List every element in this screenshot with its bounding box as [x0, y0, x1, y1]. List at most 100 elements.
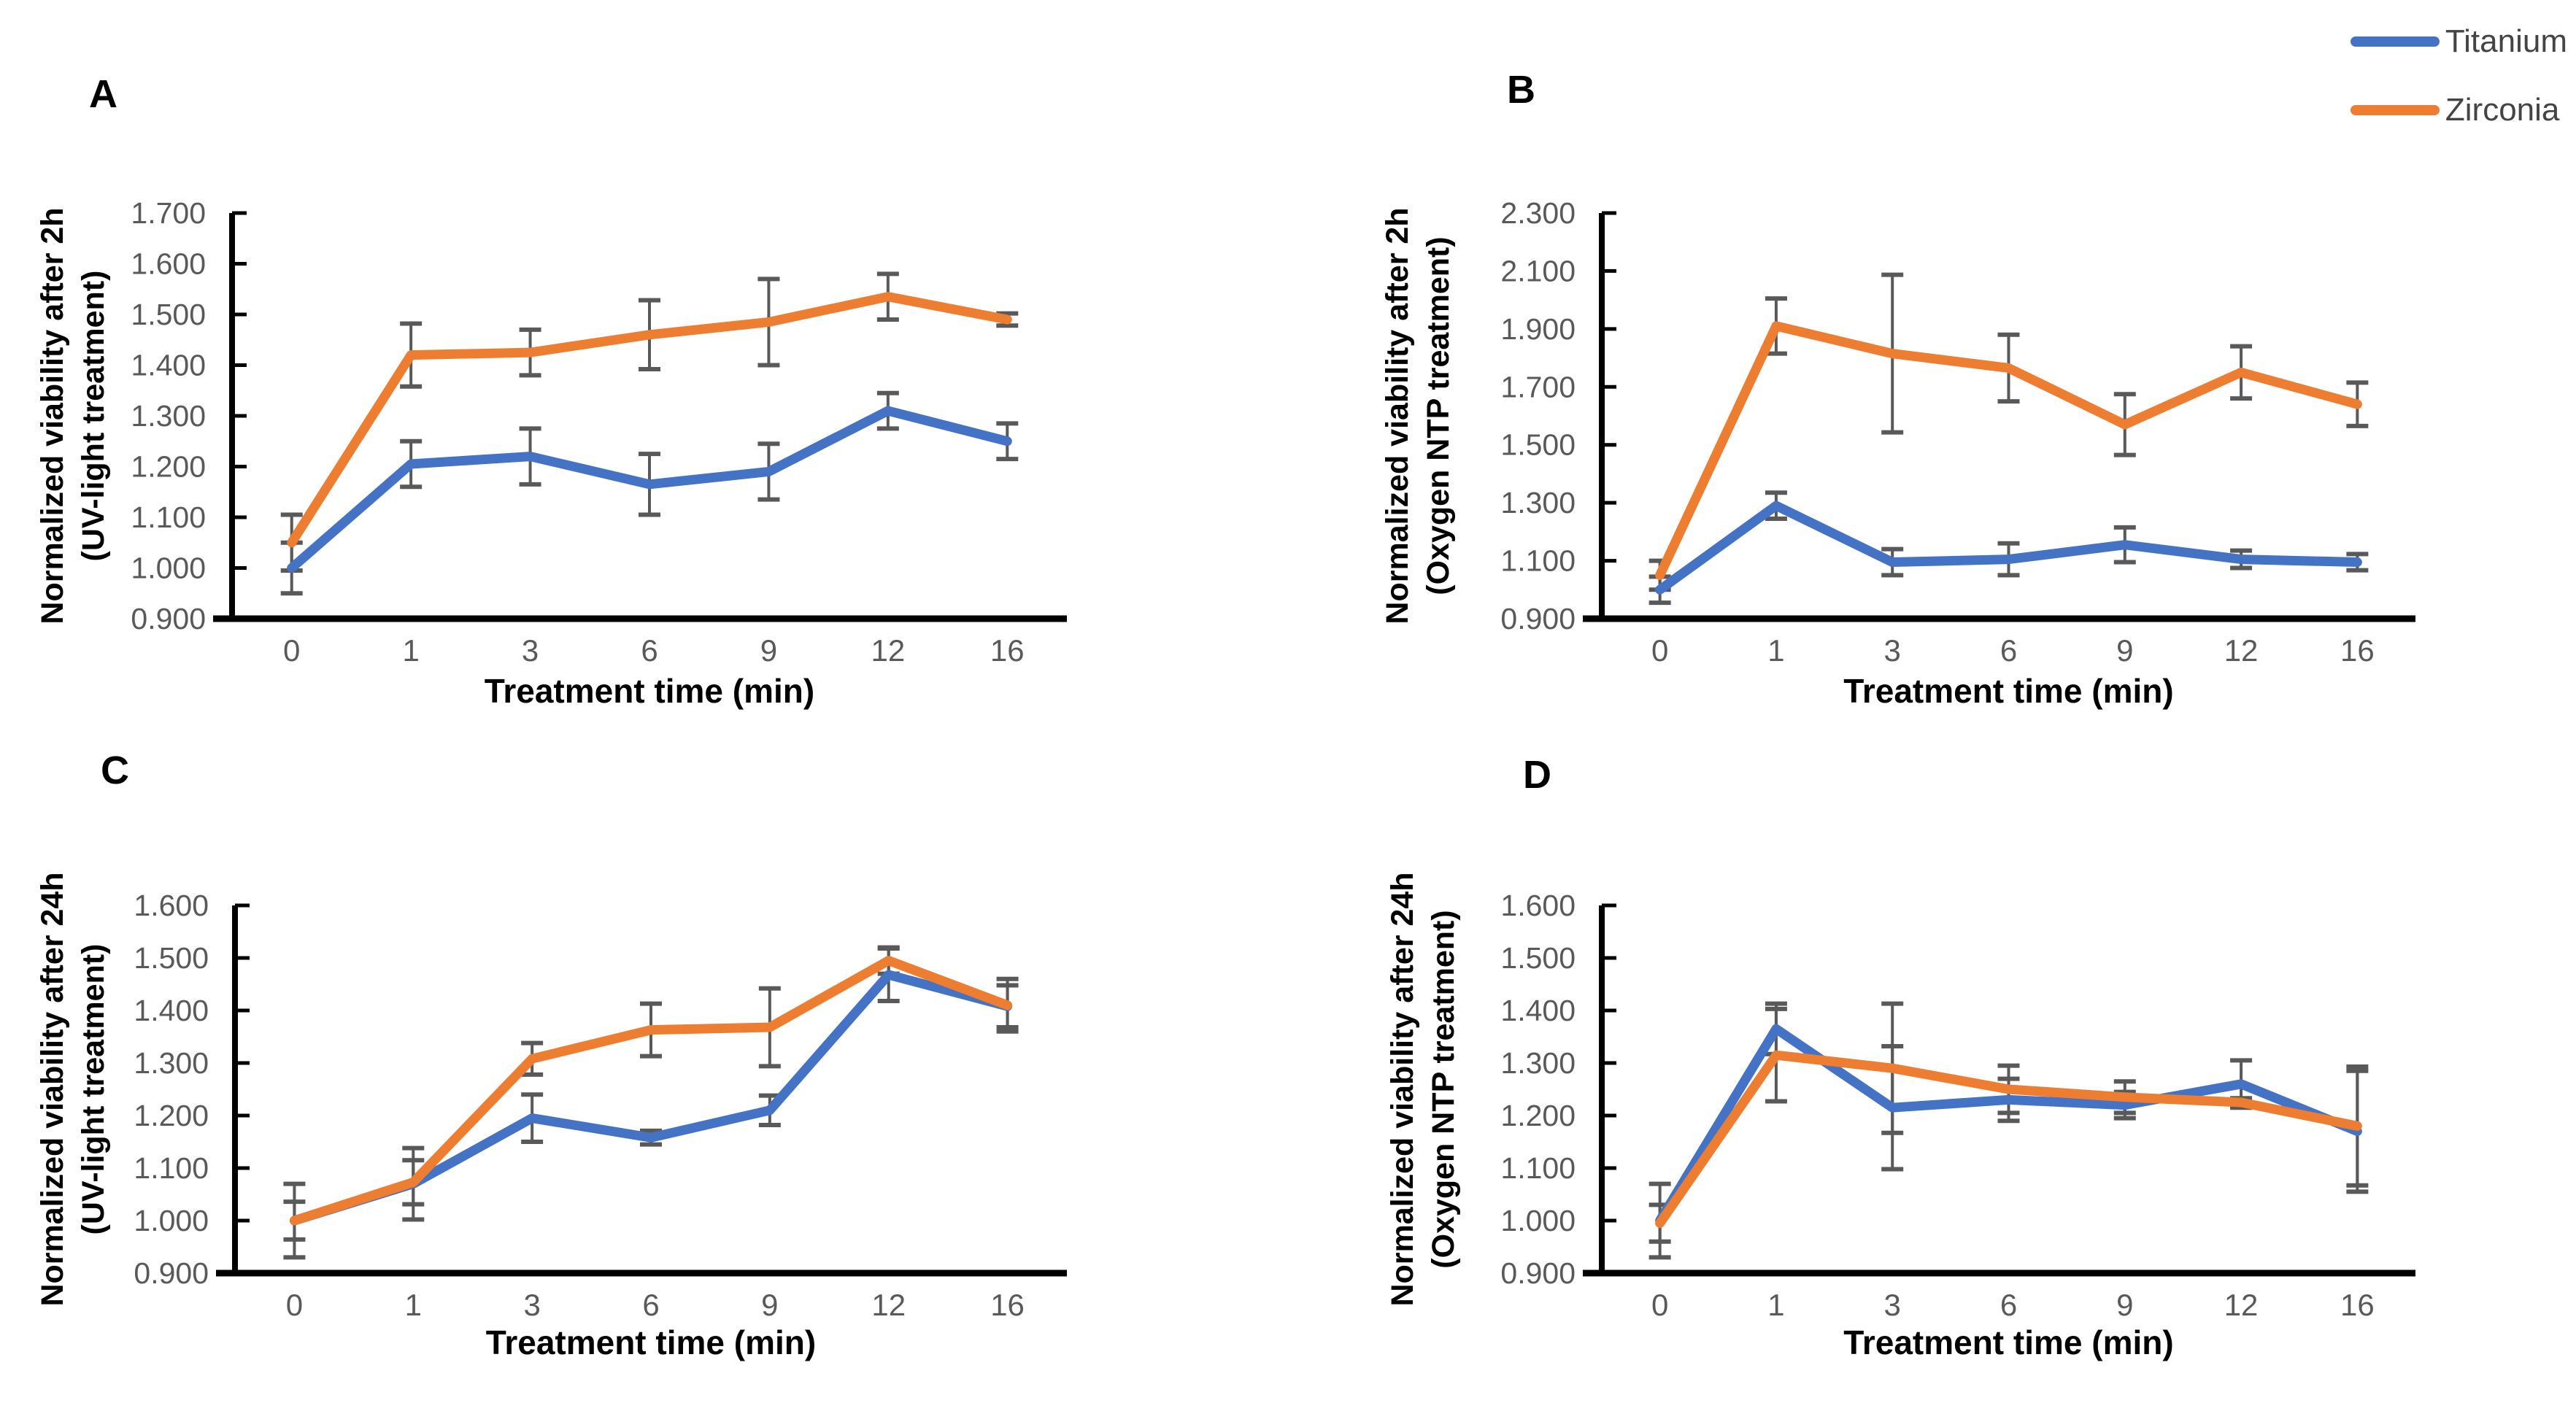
y-tick-label: 1.200 — [134, 1099, 209, 1132]
legend-item-zirconia: Zirconia — [2350, 92, 2567, 128]
y-tick-label: 1.700 — [1500, 370, 1576, 403]
error-bars-titanium — [1648, 1001, 2369, 1260]
y-tick-label: 0.900 — [131, 602, 206, 635]
x-tick-label: 6 — [2000, 633, 2017, 668]
x-axis-title-b: Treatment time (min) — [1843, 672, 2174, 710]
legend-label-titanium: Titanium — [2445, 23, 2567, 59]
x-axis-tick-labels: 0 1 3 6 9 12 16 — [286, 1288, 1025, 1322]
y-tick-label: 1.100 — [1500, 1151, 1576, 1185]
legend-label-zirconia: Zirconia — [2445, 92, 2560, 128]
x-axis-title-d: Treatment time (min) — [1843, 1323, 2174, 1361]
x-tick-label: 3 — [522, 633, 539, 668]
x-tick-label: 12 — [871, 1288, 906, 1322]
panel-d: D Normalized viability after 24h (Oxygen… — [1288, 719, 2576, 1403]
y-tick-label: 1.000 — [1500, 1204, 1576, 1237]
y-tick-label: 1.400 — [131, 349, 206, 382]
chart-plot-b: 0.900 1.100 1.300 1.500 1.700 1.900 2.100 2.300… — [1500, 196, 2415, 668]
series-line-titanium — [1655, 500, 2362, 595]
chart-plot-a: 0.900 1.000 1.100 1.200 1.300 1.400 1.500 1.600… — [131, 196, 1067, 668]
chart-plot-c: 0.900 1.000 1.100 1.200 1.300 1.400 1.500 1.600… — [134, 889, 1067, 1322]
y-tick-label: 1.000 — [131, 552, 206, 585]
y-axis-ticks: 0.900 1.000 1.100 1.200 1.300 1.400 1.500 1.600… — [131, 196, 247, 635]
chart-plot-d: 0.900 1.000 1.100 1.200 1.300 1.400 1.500 1.600… — [1500, 889, 2415, 1322]
y-tick-label: 1.100 — [1500, 544, 1576, 578]
y-tick-label: 1.600 — [1500, 889, 1576, 922]
x-tick-label: 3 — [1884, 1288, 1901, 1322]
y-axis-ticks: 0.900 1.000 1.100 1.200 1.300 1.400 1.500 1.600 — [134, 889, 250, 1290]
y-tick-label: 1.300 — [131, 399, 206, 433]
y-tick-label: 1.900 — [1500, 312, 1576, 346]
x-tick-label: 3 — [1884, 633, 1901, 668]
x-tick-label: 9 — [761, 1288, 778, 1322]
x-tick-label: 9 — [760, 633, 777, 668]
panel-c: C Normalized viability after 24h (UV-lig… — [0, 719, 1288, 1403]
y-tick-label: 1.600 — [134, 889, 209, 922]
x-tick-label: 1 — [1767, 1288, 1784, 1322]
x-tick-label: 0 — [1651, 633, 1668, 668]
x-tick-label: 12 — [2224, 1288, 2259, 1322]
x-axis-tick-labels: 0 1 3 6 9 12 16 — [1651, 1288, 2375, 1322]
legend-item-titanium: Titanium — [2350, 23, 2567, 60]
titanium-line-swatch-icon — [2350, 36, 2440, 47]
error-bars-zirconia — [280, 271, 1019, 573]
panel-a: A Normalized viability after 2h (UV-ligh… — [0, 0, 1288, 719]
legend: Titanium Zirconia — [2350, 23, 2567, 161]
panel-letter-d: D — [1523, 753, 1552, 797]
panel-letter-c: C — [101, 749, 130, 792]
y-tick-label: 2.300 — [1500, 196, 1576, 230]
y-tick-label: 1.500 — [1500, 428, 1576, 462]
series-line-zirconia — [287, 292, 1012, 548]
panel-b: B Normalized viability after 2h (Oxygen … — [1288, 0, 2576, 719]
y-tick-label: 0.900 — [1500, 1256, 1576, 1290]
x-axis-title-c: Treatment time (min) — [485, 1323, 817, 1361]
error-bars-titanium — [280, 390, 1019, 596]
x-tick-label: 0 — [286, 1288, 303, 1322]
error-bars-zirconia — [283, 945, 1019, 1242]
error-bars-titanium — [283, 946, 1019, 1260]
y-tick-label: 1.500 — [131, 298, 206, 331]
y-tick-label: 1.300 — [1500, 1046, 1576, 1080]
y-tick-label: 1.400 — [1500, 994, 1576, 1027]
y-tick-label: 2.100 — [1500, 254, 1576, 287]
series-line-zirconia — [1655, 1050, 2362, 1229]
x-tick-label: 16 — [990, 633, 1025, 668]
y-tick-label: 1.100 — [134, 1151, 209, 1185]
x-tick-label: 6 — [642, 1288, 659, 1322]
x-tick-label: 9 — [2116, 1288, 2133, 1322]
series-line-zirconia — [289, 956, 1013, 1226]
panel-letter-a: A — [89, 72, 118, 116]
x-tick-label: 0 — [1651, 1288, 1668, 1322]
y-tick-label: 1.100 — [131, 500, 206, 534]
y-tick-label: 1.000 — [134, 1204, 209, 1237]
x-tick-label: 6 — [2000, 1288, 2017, 1322]
panel-letter-b: B — [1507, 68, 1536, 112]
y-tick-label: 1.300 — [134, 1046, 209, 1080]
x-axis-tick-labels: 0 1 3 6 9 12 16 — [283, 633, 1025, 668]
x-tick-label: 1 — [1767, 633, 1784, 668]
y-tick-label: 1.500 — [1500, 941, 1576, 975]
y-tick-label: 1.200 — [131, 450, 206, 484]
x-axis-tick-labels: 0 1 3 6 9 12 16 — [1651, 633, 2375, 668]
x-tick-label: 16 — [990, 1288, 1025, 1322]
y-tick-label: 1.700 — [131, 196, 206, 230]
x-tick-label: 12 — [871, 633, 905, 668]
y-tick-label: 1.300 — [1500, 486, 1576, 519]
y-tick-label: 1.500 — [134, 941, 209, 975]
x-tick-label: 6 — [641, 633, 658, 668]
x-tick-label: 0 — [283, 633, 300, 668]
y-axis-ticks: 0.900 1.000 1.100 1.200 1.300 1.400 1.500 1.600 — [1500, 889, 1616, 1290]
y-tick-label: 1.400 — [134, 994, 209, 1027]
y-axis-ticks: 0.900 1.100 1.300 1.500 1.700 1.900 2.100 2.300 — [1500, 196, 1616, 635]
x-tick-label: 9 — [2116, 633, 2133, 668]
x-tick-label: 16 — [2340, 633, 2375, 668]
x-tick-label: 16 — [2340, 1288, 2375, 1322]
x-axis-title-a: Treatment time (min) — [484, 672, 815, 710]
x-tick-label: 1 — [402, 633, 419, 668]
x-tick-label: 3 — [523, 1288, 540, 1322]
series-line-titanium — [1655, 1024, 2362, 1226]
y-tick-label: 0.900 — [1500, 602, 1576, 635]
series-line-zirconia — [1655, 321, 2362, 580]
y-tick-label: 0.900 — [134, 1256, 209, 1290]
x-tick-label: 12 — [2224, 633, 2259, 668]
